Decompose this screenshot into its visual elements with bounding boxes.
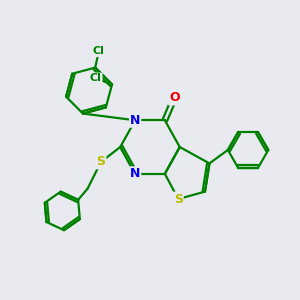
Text: Cl: Cl (90, 74, 102, 83)
Text: N: N (130, 114, 140, 127)
Text: O: O (169, 92, 180, 104)
Text: S: S (97, 155, 106, 168)
Text: Cl: Cl (93, 46, 105, 56)
Text: N: N (130, 167, 140, 180)
Text: S: S (174, 193, 183, 206)
